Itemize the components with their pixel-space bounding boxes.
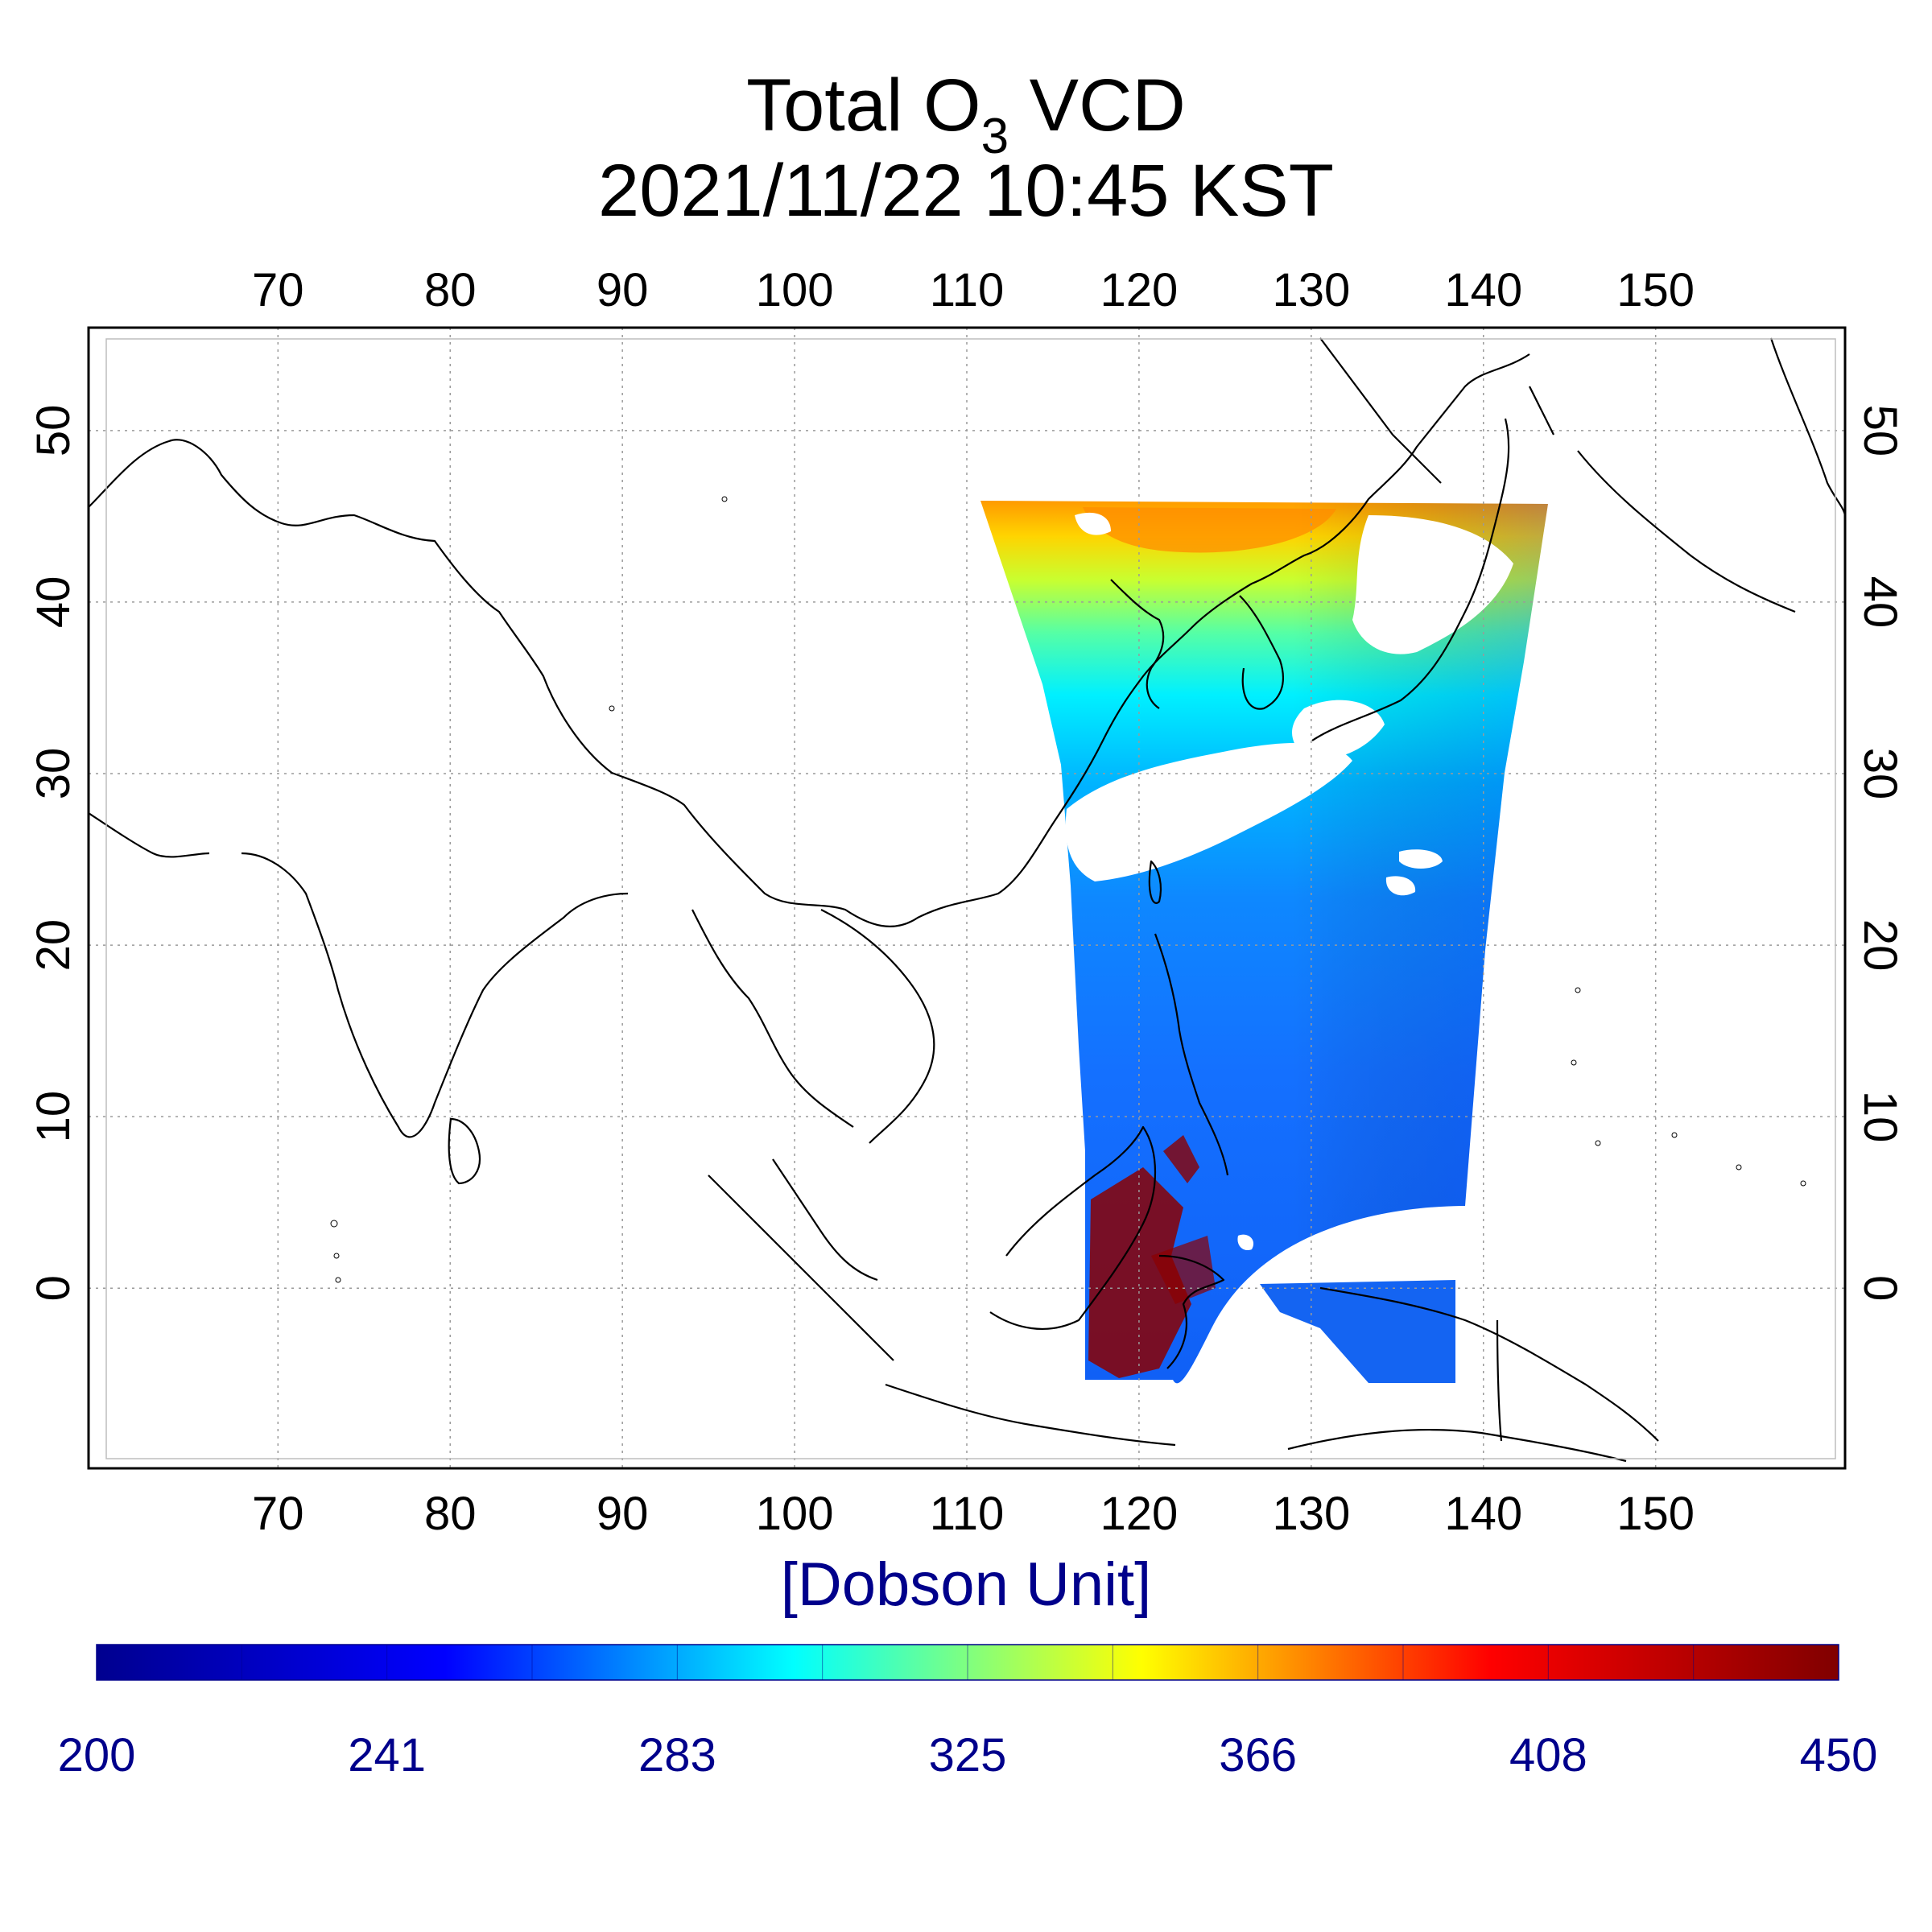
lon-tick-label-top: 80 (424, 264, 477, 316)
swath-south-east-strip (1260, 1280, 1455, 1383)
lon-tick-label-bottom: 100 (756, 1488, 834, 1540)
lon-tick-label-top: 110 (930, 264, 1004, 316)
lon-tick-label-bottom: 120 (1100, 1488, 1179, 1540)
lat-tick-label-right: 10 (1854, 1091, 1906, 1143)
colorbar-tick-label: 283 (638, 1729, 716, 1781)
ozone-swath (980, 501, 1548, 1384)
coastlines (89, 337, 1845, 1463)
lat-tick-label-left: 20 (27, 919, 80, 972)
lon-tick-label-top: 150 (1616, 264, 1695, 316)
lat-tick-label-right: 40 (1854, 576, 1906, 629)
lon-tick-label-top: 100 (756, 264, 834, 316)
colorbar-tick-marks (241, 1645, 1695, 1680)
lat-tick-label-right: 20 (1854, 919, 1906, 972)
map-inner-frame (105, 338, 1836, 1459)
longitude-ticks-top: 70 80 90 100 110 120 130 140 150 (252, 264, 1695, 316)
lon-tick-label-top: 130 (1272, 264, 1350, 316)
lat-tick-label-left: 40 (27, 576, 80, 629)
colorbar-tick-label: 200 (58, 1729, 136, 1781)
lat-tick-label-left: 0 (27, 1275, 80, 1301)
colorbar-unit-label: [Dobson Unit] (781, 1550, 1151, 1619)
lon-tick-label-top: 90 (597, 264, 649, 316)
longitude-ticks-bottom: 70 80 90 100 110 120 130 140 150 (252, 1488, 1695, 1540)
lon-tick-label-top: 120 (1100, 264, 1179, 316)
lon-tick-label-bottom: 150 (1616, 1488, 1695, 1540)
lat-tick-label-right: 50 (1854, 405, 1906, 457)
lon-tick-label-top: 140 (1444, 264, 1522, 316)
colorbar-tick-label: 450 (1800, 1729, 1878, 1781)
title-subscript: 3 (981, 109, 1009, 164)
lon-tick-label-bottom: 70 (252, 1488, 304, 1540)
lon-tick-label-bottom: 80 (424, 1488, 477, 1540)
lon-tick-label-bottom: 130 (1272, 1488, 1350, 1540)
lat-tick-label-left: 10 (27, 1091, 80, 1143)
colorbar-tick-labels: 200 241 283 325 366 408 450 (58, 1729, 1878, 1781)
lat-tick-label-right: 0 (1854, 1275, 1906, 1301)
title-suffix: VCD (1009, 64, 1186, 147)
lon-tick-label-bottom: 90 (597, 1488, 649, 1540)
latitude-ticks-left: 0 10 20 30 40 50 (27, 405, 80, 1302)
lon-tick-label-bottom: 140 (1444, 1488, 1522, 1540)
title-prefix: Total O (746, 64, 980, 147)
map-frame (87, 326, 1847, 1470)
colorbar-tick-label: 325 (929, 1729, 1007, 1781)
high-value-pixels (1088, 1135, 1216, 1378)
graticule (89, 328, 1845, 1468)
colorbar-tick-label: 408 (1509, 1729, 1587, 1781)
map-timestamp: 2021/11/22 10:45 KST (598, 150, 1334, 232)
colorbar-tick-label: 366 (1219, 1729, 1297, 1781)
latitude-ticks-right: 0 10 20 30 40 50 (1854, 405, 1906, 1302)
colorbar-tick-label: 241 (348, 1729, 426, 1781)
map-title: Total O3 VCD (746, 64, 1186, 164)
lat-tick-label-left: 30 (27, 748, 80, 800)
high-ozone-band (1083, 507, 1336, 553)
lat-tick-label-left: 50 (27, 405, 80, 457)
lon-tick-label-top: 70 (252, 264, 304, 316)
lat-tick-label-right: 30 (1854, 748, 1906, 800)
lon-tick-label-bottom: 110 (930, 1488, 1004, 1540)
cloud-mask (1065, 512, 1513, 1251)
swath-eastward-tint (980, 501, 1548, 1384)
map-area (89, 328, 1845, 1468)
